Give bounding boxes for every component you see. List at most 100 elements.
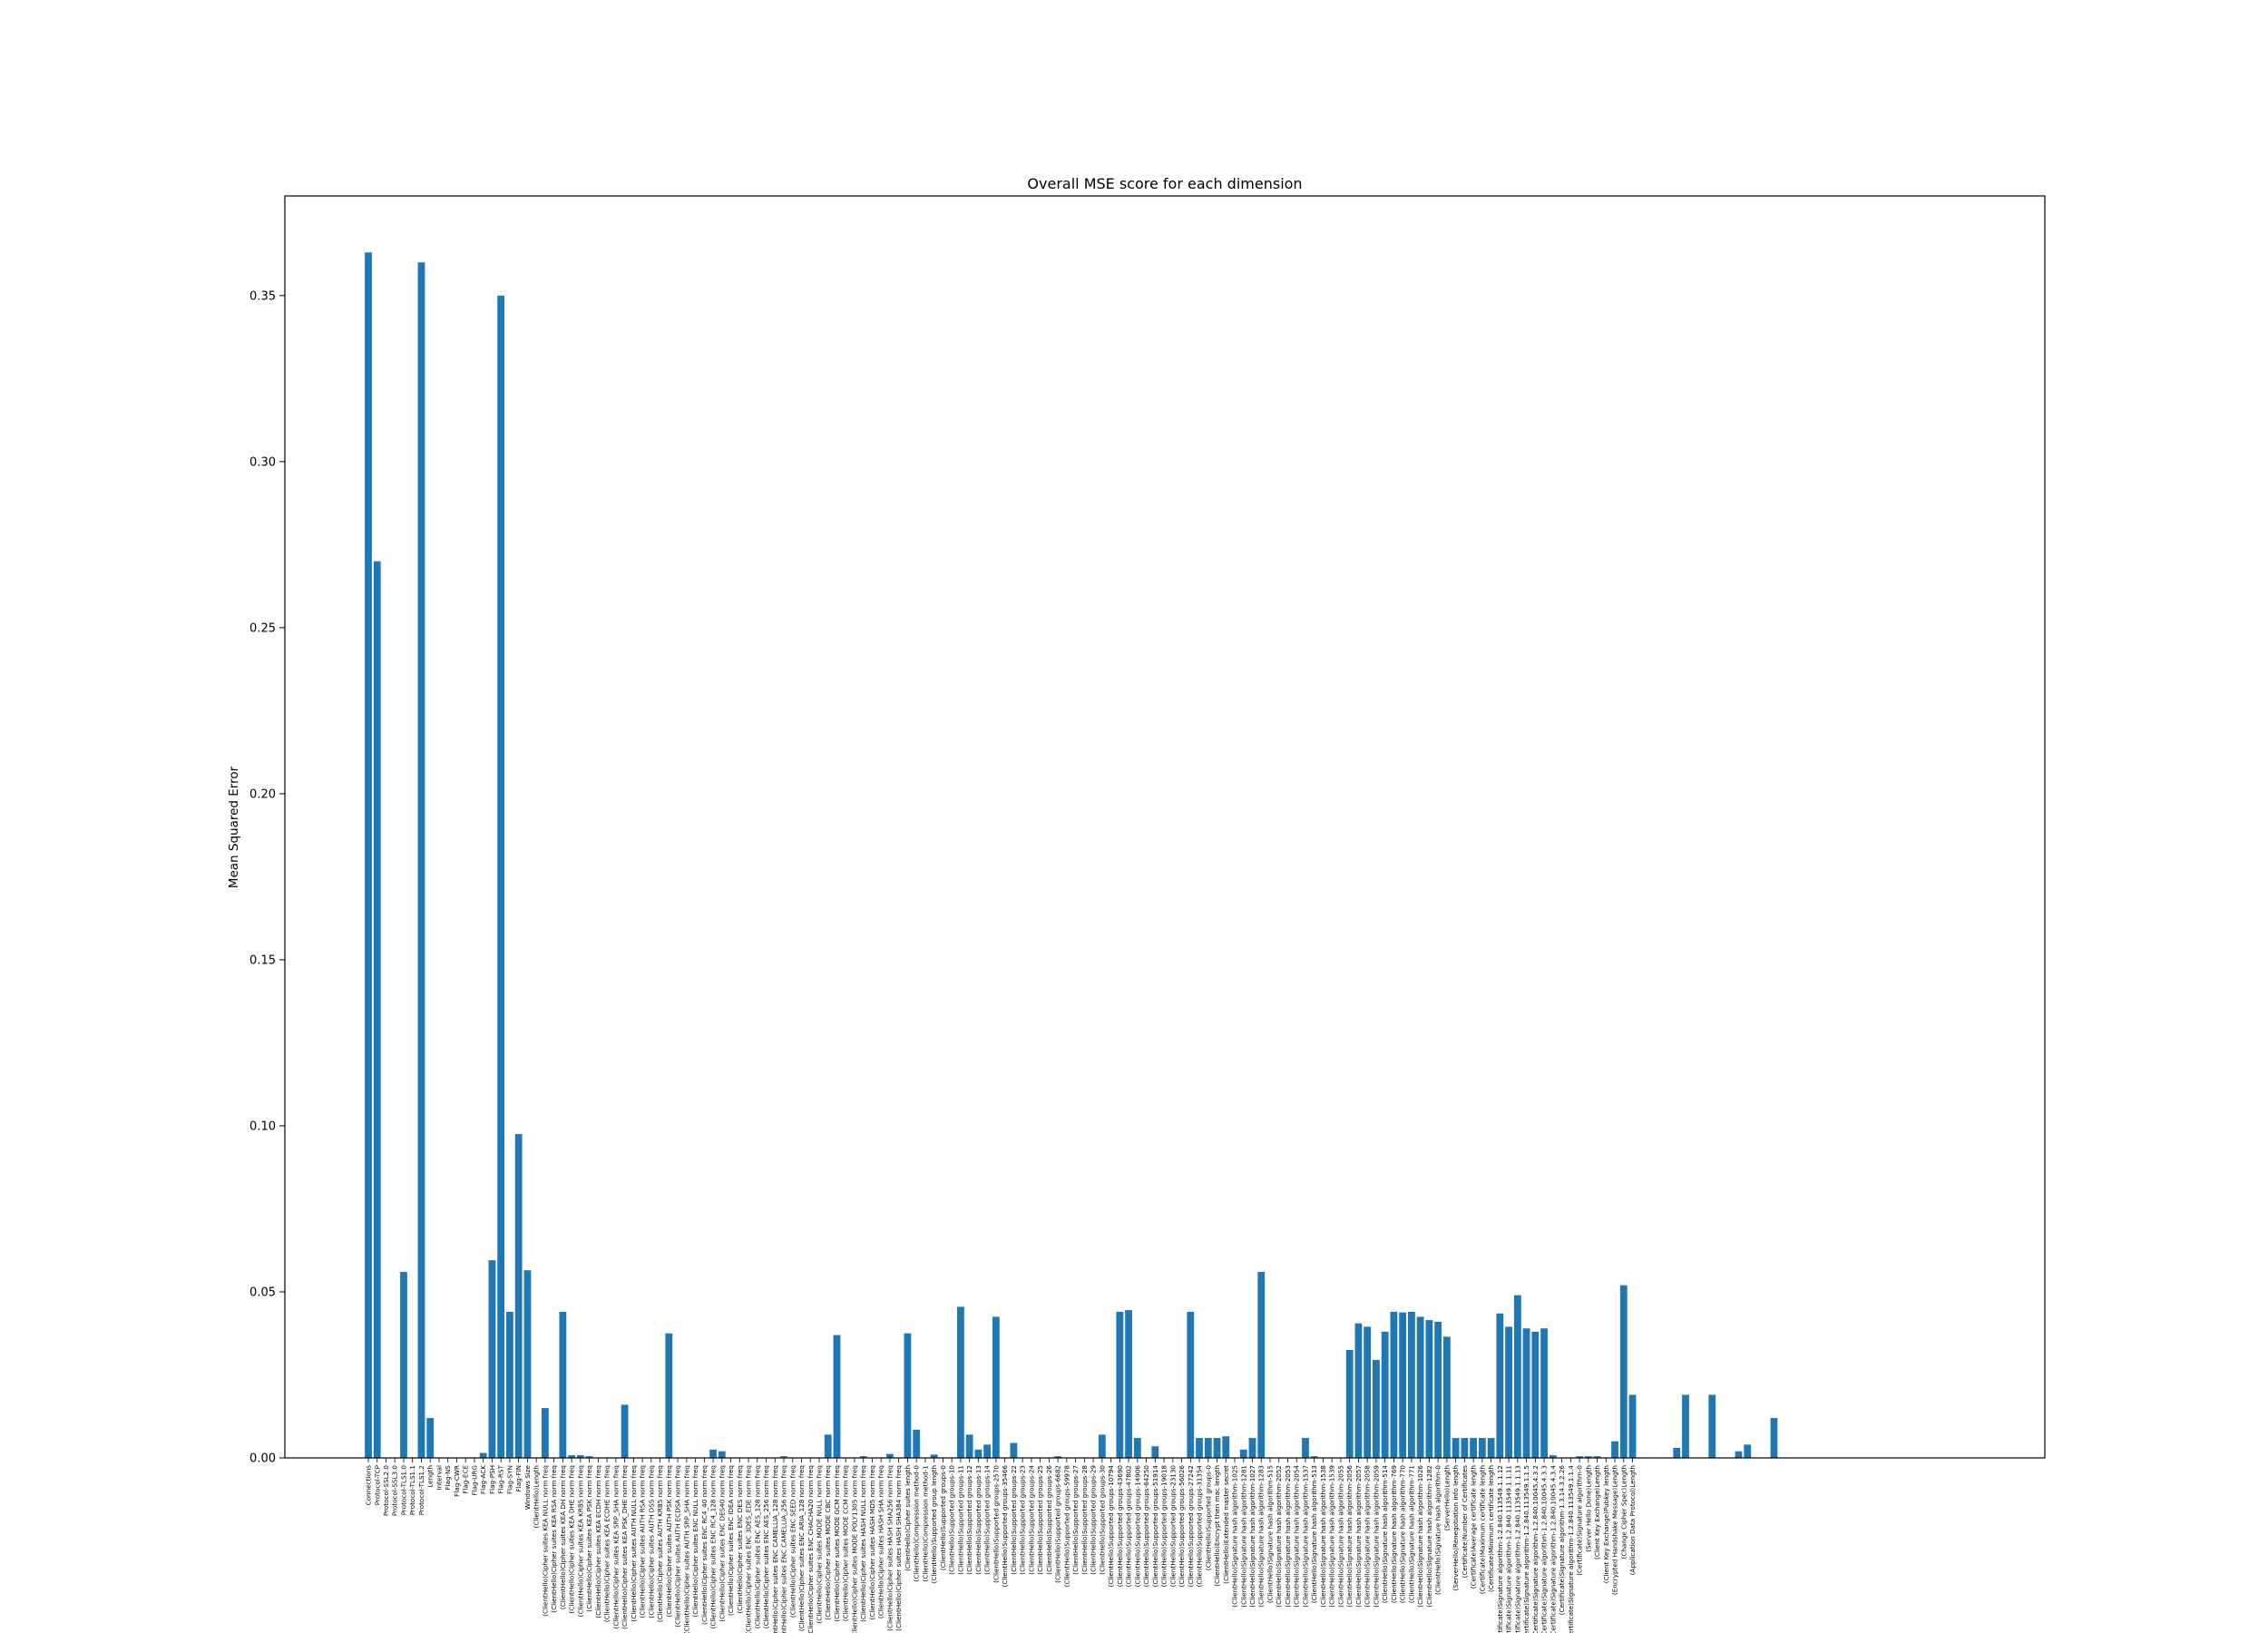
x-tick-label: (ClientHello)Signature hash algorithm-51… [1381,1465,1389,1604]
x-tick-label: (ClientHello)Signature hash algorithm-10… [1416,1465,1424,1608]
x-tick-label: (ServerHello)Renegotiation info length [1452,1465,1460,1590]
bar-86 [1125,1310,1132,1458]
x-tick-label: (ClientHello)Supported groups-27 [1071,1465,1080,1575]
bar-114 [1373,1360,1380,1458]
x-tick-label: Protocol-SSL3.0 [391,1465,399,1517]
x-tick-label: (ClientHello)Cipher suites KEA SRP_SHA n… [611,1465,620,1628]
x-tick-label: (ClientHello)Supported groups-14906 [1133,1465,1141,1588]
x-tick-label: (ClientHello)Cipher suites AUTH NULL nor… [630,1465,638,1622]
bar-15 [497,295,505,1458]
x-tick-label: (Certificate)Signature algorithm-1.2.840… [1513,1465,1521,1633]
x-tick-label: (ClientHello)Cipher suites AUTH PSK norm… [665,1465,673,1618]
x-tick-label: (Certificate)Average certificate length [1470,1465,1478,1589]
x-tick-label: (Certificate)Signature algorithm-1.2.840… [1549,1465,1557,1633]
x-tick-label: (ClientHello)Cipher suites AUTH SRP_SHA … [682,1465,690,1633]
x-tick-label: (ClientHello)Supported groups-59978 [1062,1465,1070,1588]
bar-141 [1611,1441,1618,1458]
bar-129 [1505,1326,1512,1458]
x-tick-label: (Certificate)Signature algorithm-1.2.840… [1496,1465,1504,1633]
x-tick-label: (ClientHello)Supported groups-43690 [1116,1465,1124,1588]
bar-64 [930,1454,938,1458]
bar-137 [1576,1456,1583,1458]
bar-73 [1010,1442,1018,1458]
x-tick-label: Protocol-TCP [373,1464,381,1505]
x-tick-label: (ClientHello)Cipher suites KEA KRB5 norm… [576,1465,584,1617]
x-tick-label: (Certificate)Minimum certificate length [1487,1465,1495,1592]
x-tick-label: Flag-ECE [462,1465,470,1494]
x-tick-label: (Certificate)Signature algorithm-1.3.14.… [1558,1465,1566,1616]
bar-107 [1310,1456,1318,1458]
x-tick-label: Protocol-TLS1.2 [417,1465,425,1515]
bar-22 [559,1311,567,1458]
x-tick-label: (ClientHello)Cipher suites ENC NULL norm… [691,1465,699,1618]
bar-25 [585,1456,593,1458]
x-tick-label: (ClientHello)Cipher suites KEA PSK_DHE n… [621,1465,629,1629]
bar-131 [1522,1328,1530,1458]
x-tick-label: (ClientHello)Supported groups-10794 [1107,1465,1115,1588]
x-tick-label: (ClientHello)Cipher suites MODE POLY1305… [850,1465,858,1633]
x-tick-label: (ClientHello)Signature hash algorithm-12… [1257,1465,1266,1608]
bar-116 [1390,1311,1398,1458]
plot-area-frame [284,195,2046,1459]
x-tick-label: (ClientHello)Cipher suites AUTH KRB5 nor… [656,1465,664,1622]
x-tick-label: (Certificate)Signature algorithm-0 [1576,1465,1584,1576]
x-tick-label: (ClientHello)Cipher suites KEA ECDH norm… [594,1465,602,1618]
x-tick-label: Flag-URG [470,1465,478,1496]
bar-23 [568,1455,576,1458]
x-tick-label: (ClientHello)Cipher suites AUTH RSA norm… [639,1465,647,1618]
bar-17 [514,1134,523,1458]
x-tick-label: (ClientHello)Cipher suites KEA DH norm f… [559,1465,567,1609]
x-tick-label: (ClientHello)Signature hash algorithm-20… [1345,1465,1354,1608]
x-tick-label: (Client Key Exchange)Length [1593,1465,1601,1560]
x-tick-label: (ClientHello)Signature hash algorithm-77… [1399,1465,1407,1604]
x-tick-label: (ClientHello)Cipher suites ENC AES_256 n… [762,1465,770,1628]
x-tick-label: (Application Data Protocol)Length [1628,1465,1637,1575]
x-tick-label: (Certificate)Signature algorithm-1.2.840… [1567,1465,1575,1633]
x-tick-label: (Change Cipher Spec)Length [1619,1465,1628,1560]
bar-127 [1487,1438,1495,1458]
bar-152 [1708,1394,1716,1458]
x-tick-label: (ClientHello)Cipher suites ENC RC4_128 n… [709,1465,718,1628]
bar-134 [1549,1455,1557,1458]
bar-71 [992,1316,1000,1458]
x-tick-label: (ClientHello)Supported groups-25 [1036,1465,1044,1575]
bar-126 [1478,1438,1486,1458]
x-tick-label: (ClientHello)Supported groups-11 [956,1465,964,1575]
x-tick-label: (ClientHello)Cipher suites AUTH ECDSA no… [674,1465,682,1628]
bar-6 [417,262,425,1459]
bar-78 [1054,1456,1062,1458]
x-tick-label: (Certificate)Maximum certificate length [1478,1465,1486,1594]
bar-67 [957,1306,964,1458]
x-tick-label: (ClientHello)Cipher suites length [904,1465,912,1571]
bar-53 [833,1335,841,1458]
x-tick-label: (ClientHello)Cipher suites KEA RSA norm … [550,1465,558,1613]
bar-122 [1442,1336,1451,1458]
bar-70 [983,1444,992,1458]
x-tick-label: (ClientHello)Supported groups-28 [1080,1465,1089,1575]
bar-113 [1364,1326,1372,1458]
x-tick-label: Windows Size [523,1464,532,1510]
x-tick-label: (ClientHello)Supported groups-14 [983,1465,992,1575]
bar-142 [1619,1285,1628,1458]
x-tick-label: (Certificate)Signature algorithm-1.2.840… [1522,1465,1530,1633]
chart-title: Overall MSE score for each dimension [1027,175,1302,192]
bar-69 [974,1449,982,1458]
x-tick-label: (ClientHello)Cipher suites ENC RC4_40 no… [700,1465,709,1625]
x-tick-label: (ClientHello)Cipher suites ENC CAMELLIA_… [771,1465,779,1633]
x-tick-label: Flag-SYN [505,1465,513,1494]
x-tick-label: (ClientHello)Supported group length [930,1465,938,1583]
x-tick-label: (ClientHello)Compression method-0 [913,1465,921,1582]
x-tick-label: (ClientHello)Supported groups-23130 [1168,1465,1177,1588]
x-tick-label: (ClientHello)Signature hash algorithm-20… [1336,1465,1344,1608]
y-tick-label: 0.00 [249,1452,276,1466]
bar-118 [1408,1311,1415,1458]
bar-62 [913,1429,921,1458]
x-tick-label: (ClientHello)Supported groups-12 [965,1465,973,1575]
bar-16 [506,1311,513,1458]
bar-47 [780,1456,787,1458]
x-tick-label: (ClientHello)Supported groups-0 [939,1465,947,1571]
bar-96 [1213,1438,1221,1458]
x-tick-label: (ClientHello)Supported groups-35466 [1001,1465,1009,1588]
x-tick-label: (ClientHello)Signature hash algorithm-15… [1319,1465,1327,1608]
